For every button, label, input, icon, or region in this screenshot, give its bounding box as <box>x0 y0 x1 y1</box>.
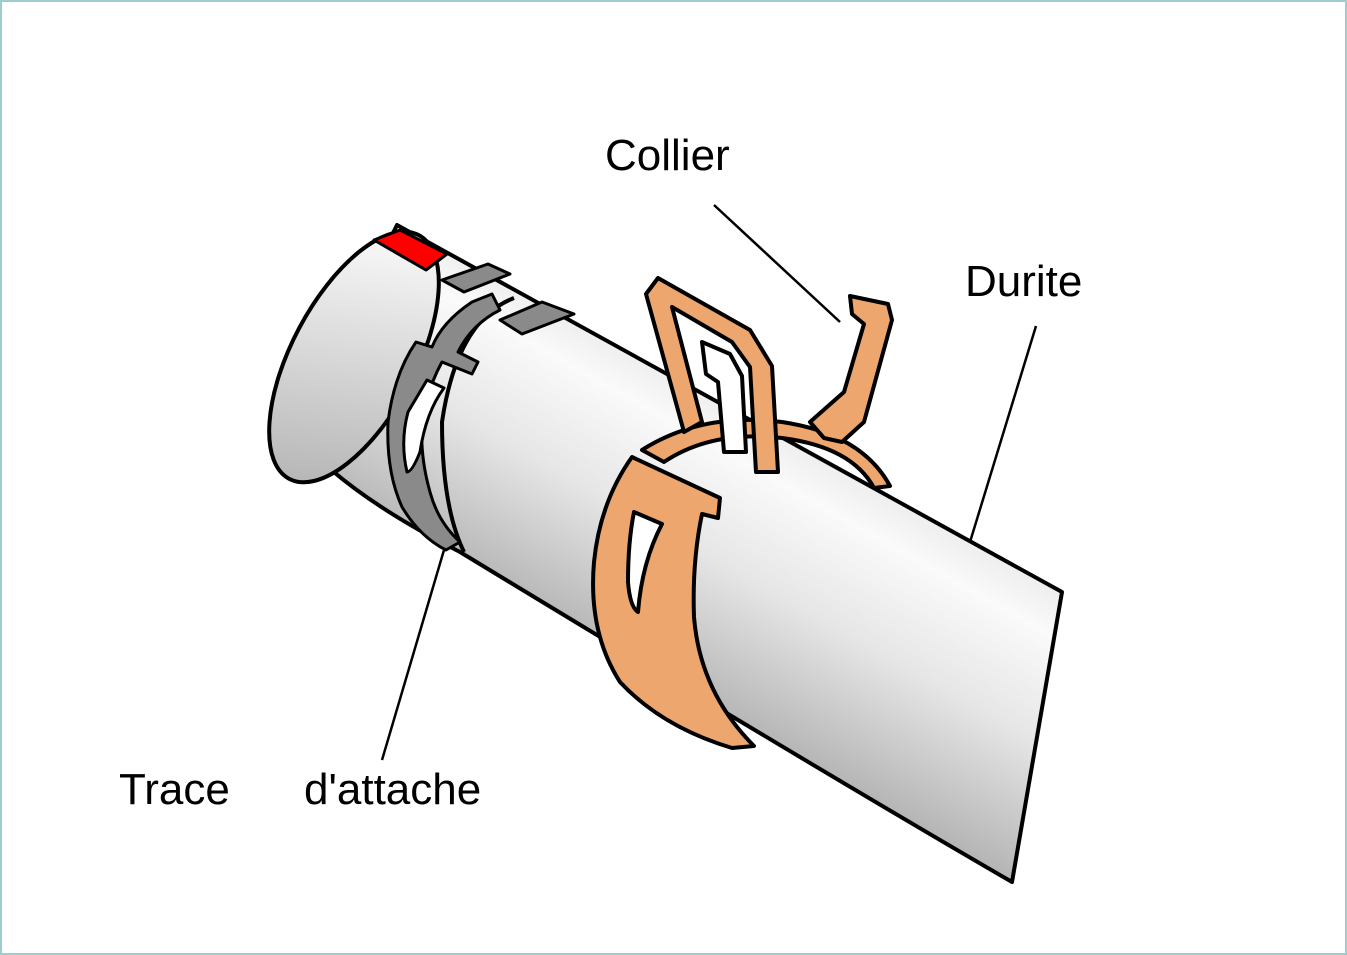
clamp-tab-right <box>808 294 894 444</box>
clamp-ring-window <box>626 510 664 614</box>
hose-clamp <box>591 276 894 750</box>
leader-lines <box>380 204 1038 761</box>
label-collier: Collier <box>605 131 730 180</box>
leader-line-collier <box>713 204 841 323</box>
trace-tab-upper <box>440 262 512 294</box>
leader-line-trace <box>380 549 446 761</box>
clamp-tab-left <box>644 276 780 474</box>
label-attache: d'attache <box>304 765 482 814</box>
trace-tab-middle <box>498 300 576 336</box>
label-durite: Durite <box>965 257 1083 306</box>
trace-ring <box>386 292 502 552</box>
clamp-trace-mark <box>386 262 576 552</box>
label-trace: Trace <box>119 765 230 814</box>
leader-line-durite <box>968 325 1038 543</box>
alignment-mark <box>372 228 449 272</box>
clamp-tab-left-slot <box>700 340 748 454</box>
trace-window <box>402 378 446 474</box>
